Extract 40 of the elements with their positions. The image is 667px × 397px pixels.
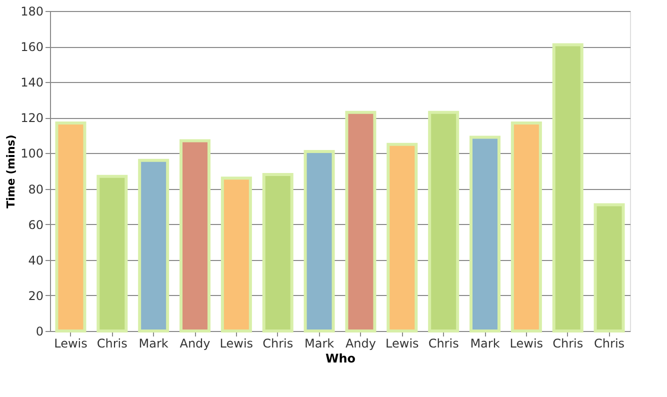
x-tick-label: Andy — [345, 336, 376, 350]
x-tick-label: Lewis — [386, 336, 419, 350]
y-tick-label: 40 — [28, 253, 44, 268]
bar — [304, 150, 335, 332]
bar — [470, 136, 500, 332]
y-tick-label: 120 — [20, 111, 44, 126]
x-tick-label: Mark — [470, 336, 500, 350]
bar — [345, 110, 376, 332]
x-tick-label: Chris — [594, 336, 625, 350]
x-axis-title: Who — [325, 352, 356, 366]
y-axis-title: Time (mins) — [4, 134, 18, 208]
x-tick-label: Andy — [180, 336, 210, 350]
y-tick-label: 80 — [28, 182, 44, 196]
x-tick-label: Chris — [262, 336, 294, 350]
bar — [96, 174, 128, 332]
x-tick-label: Chris — [552, 336, 584, 350]
y-tick-label: 140 — [20, 76, 44, 90]
x-tick-label: Mark — [304, 336, 334, 350]
y-tick-label: 160 — [20, 40, 44, 54]
bar — [55, 122, 86, 332]
bar — [552, 43, 584, 332]
bar — [180, 139, 210, 332]
bar — [510, 122, 542, 332]
bar — [428, 110, 460, 332]
y-tick-label: 0 — [36, 324, 44, 338]
y-tick-label: 20 — [28, 288, 44, 303]
bar — [386, 142, 418, 332]
x-tick-label: Lewis — [510, 336, 544, 350]
y-tick-label: 180 — [20, 4, 44, 18]
x-tick-label: Lewis — [220, 336, 254, 350]
x-tick-label: Chris — [96, 336, 128, 350]
x-tick-label: Mark — [138, 336, 168, 350]
y-tick-label: 100 — [20, 146, 44, 161]
bar — [138, 158, 170, 332]
bar — [262, 173, 294, 332]
x-tick-label: Chris — [428, 336, 459, 350]
x-tick-label: Lewis — [54, 336, 88, 350]
bar — [594, 203, 625, 332]
y-tick-label: 60 — [28, 218, 44, 232]
bar — [220, 176, 252, 332]
